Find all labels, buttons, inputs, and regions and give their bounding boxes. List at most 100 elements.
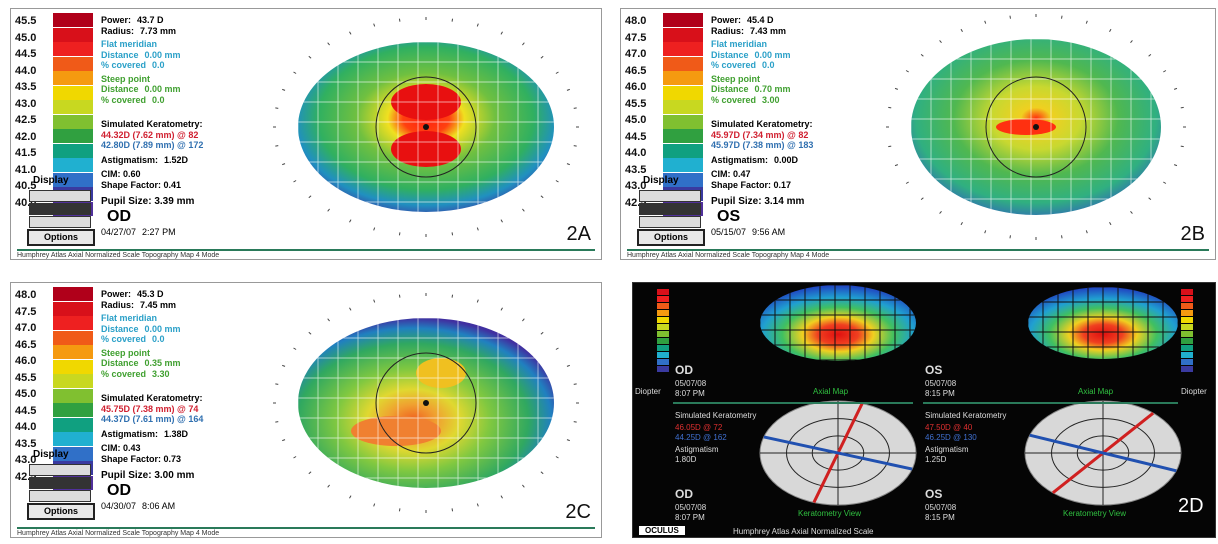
- scale-tick: 47.5: [625, 31, 647, 44]
- display-option-button[interactable]: [29, 490, 91, 502]
- scale-tick: 43.0: [15, 454, 37, 466]
- info-value: 0.00 mm: [144, 49, 181, 60]
- info-label: Distance: [101, 49, 139, 60]
- pupil-size: Pupil Size: 3.14 mm: [711, 196, 805, 207]
- scale-band: [657, 296, 669, 302]
- scale-tick: 46.0: [625, 81, 647, 93]
- right-simk2: 46.25D @ 130: [925, 433, 977, 442]
- eye: OD: [107, 482, 131, 499]
- scale-tick: 44.0: [625, 147, 647, 159]
- info-label: Radius:: [711, 25, 745, 36]
- left-eye-2: OD: [675, 487, 693, 501]
- cim: CIM: 0.43: [101, 443, 141, 453]
- scale-band: [1181, 366, 1193, 372]
- scale-tick: 43.5: [625, 163, 647, 176]
- right-astig-label: Astigmatism: [925, 445, 969, 454]
- eye: OD: [107, 208, 131, 225]
- scale-tick: 47.0: [625, 48, 647, 60]
- info-label: % covered: [101, 334, 147, 344]
- info-block: Power: 45.4 D Radius: 7.43 mm Flat meridian D…: [711, 15, 911, 238]
- display-option-button[interactable]: [639, 216, 701, 228]
- units-right: Diopter: [1181, 387, 1207, 396]
- scale-band: [53, 359, 93, 374]
- info-label: Power:: [101, 289, 132, 299]
- display-option-button[interactable]: [639, 190, 701, 202]
- info-value: 3.30: [152, 368, 170, 379]
- options-button[interactable]: Options: [637, 229, 705, 246]
- left-eye: OD: [675, 363, 693, 377]
- display-option-button[interactable]: [29, 477, 91, 489]
- display-option-button[interactable]: [29, 203, 91, 215]
- left-time-2: 8:07 PM: [675, 513, 705, 522]
- exam-time: 8:06 AM: [142, 501, 176, 511]
- info-label: Distance: [101, 323, 139, 334]
- display-option-button[interactable]: [639, 203, 701, 215]
- info-label: Distance: [101, 358, 139, 368]
- cim: CIM: 0.47: [711, 169, 751, 179]
- scale-tick: 48.0: [15, 289, 37, 301]
- kerato-title-right: Keratometry View: [1063, 509, 1126, 518]
- scale-band: [657, 324, 669, 330]
- scale-band: [657, 366, 669, 372]
- panel-label: 2D: [1178, 495, 1204, 517]
- scale-band: [657, 338, 669, 344]
- right-eye-2: OS: [925, 487, 943, 501]
- footer-text: Humphrey Atlas Axial Normalized Scale To…: [627, 249, 1209, 260]
- info-label: % covered: [101, 60, 147, 70]
- info-value: 0.00 mm: [144, 323, 181, 334]
- info-label: Radius:: [101, 299, 135, 310]
- right-time: 8:15 PM: [925, 389, 955, 398]
- footer-text: Humphrey Atlas Axial Normalized Scale To…: [17, 527, 595, 538]
- display-label: Display: [33, 449, 69, 460]
- kerato-title-left: Keratometry View: [798, 509, 861, 518]
- scale-band: [657, 352, 669, 358]
- scale-band: [663, 100, 703, 114]
- topography-panel-2d: Simulated Keratometry 46.05D @ 72 44.25D @…: [632, 282, 1216, 538]
- shape-factor: Shape Factor: 0.41: [101, 179, 182, 190]
- scale-tick: 45.5: [625, 97, 647, 110]
- info-block: Power: 45.3 D Radius: 7.45 mm Flat meridian D…: [101, 289, 301, 512]
- scale-band: [1181, 289, 1193, 295]
- info-value: 0.0: [152, 60, 165, 70]
- info-label: % covered: [101, 94, 147, 105]
- right-date-2: 05/07/08: [925, 503, 957, 512]
- simk-flat: 45.97D (7.38 mm) @ 183: [711, 140, 814, 150]
- options-button[interactable]: Options: [27, 229, 95, 246]
- info-value: 7.73 mm: [140, 25, 177, 36]
- info-value: 43.7 D: [137, 15, 164, 25]
- pupil-size: Pupil Size: 3.00 mm: [101, 470, 195, 481]
- info-value: 0.0: [762, 60, 775, 70]
- scale-band: [53, 13, 93, 27]
- info-value: 45.4 D: [747, 15, 774, 25]
- exam-time: 2:27 PM: [142, 227, 176, 237]
- scale-band: [53, 301, 93, 316]
- display-option-button[interactable]: [29, 216, 91, 228]
- scale-tick: 45.0: [625, 114, 647, 126]
- scale-band: [1181, 310, 1193, 316]
- pupil-size: Pupil Size: 3.39 mm: [101, 196, 195, 207]
- right-eye: OS: [925, 363, 943, 377]
- info-value: 45.3 D: [137, 289, 164, 299]
- scale-band: [53, 85, 93, 100]
- options-button[interactable]: Options: [27, 503, 95, 520]
- scale-tick: 41.0: [15, 163, 37, 176]
- scale-band: [663, 114, 703, 129]
- astig-value: 1.38D: [164, 428, 189, 439]
- left-date: 05/07/08: [675, 379, 707, 388]
- scale-tick: 48.0: [625, 15, 647, 27]
- footer-text: Humphrey Atlas Axial Normalized Scale To…: [17, 249, 595, 260]
- display-label: Display: [643, 175, 679, 186]
- angle-ticks: [273, 293, 579, 513]
- info-label: Power:: [711, 15, 742, 25]
- display-option-button[interactable]: [29, 190, 91, 202]
- scale-band: [1181, 352, 1193, 358]
- panel-label: 2C: [565, 501, 591, 523]
- scale-band: [53, 158, 93, 172]
- display-option-button[interactable]: [29, 464, 91, 476]
- scale-band: [663, 42, 703, 56]
- scale-tick: 45.5: [15, 15, 37, 27]
- left-astig: 1.80D: [675, 455, 697, 464]
- scale-tick: 40.5: [15, 180, 37, 192]
- topography-panel-2b: 48.0 47.5 47.0 46.5 46.0 45.5 45.0 44.5 44.0 43.5…: [620, 8, 1216, 260]
- scale-tick: 45.0: [15, 31, 37, 44]
